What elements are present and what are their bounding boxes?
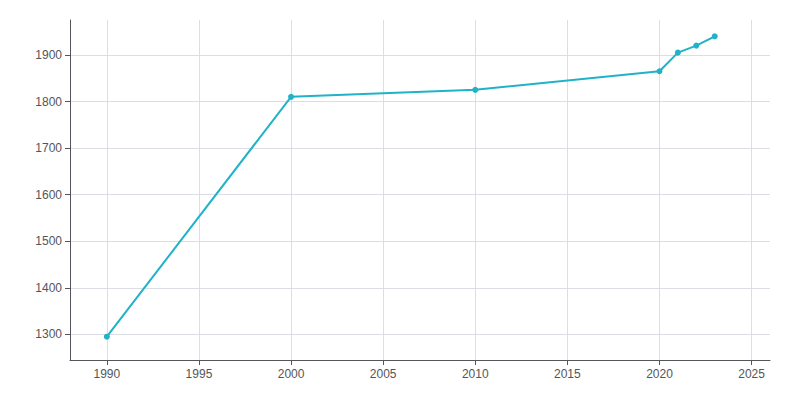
svg-text:1995: 1995 — [186, 367, 213, 381]
svg-text:2010: 2010 — [462, 367, 489, 381]
svg-text:1800: 1800 — [35, 95, 62, 109]
svg-text:2005: 2005 — [370, 367, 397, 381]
svg-text:2000: 2000 — [278, 367, 305, 381]
svg-text:1990: 1990 — [93, 367, 120, 381]
svg-text:1300: 1300 — [35, 327, 62, 341]
svg-text:2015: 2015 — [554, 367, 581, 381]
svg-text:1500: 1500 — [35, 234, 62, 248]
svg-text:2020: 2020 — [646, 367, 673, 381]
svg-text:2025: 2025 — [738, 367, 765, 381]
svg-text:1900: 1900 — [35, 48, 62, 62]
svg-text:1400: 1400 — [35, 281, 62, 295]
svg-text:1700: 1700 — [35, 141, 62, 155]
svg-text:1600: 1600 — [35, 188, 62, 202]
